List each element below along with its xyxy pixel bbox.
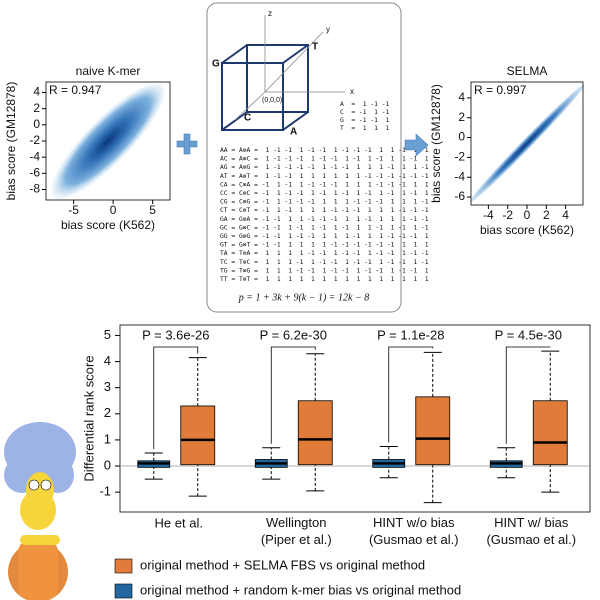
vertex-label: T [312, 42, 318, 53]
p-value: P = 4.5e-30 [495, 327, 562, 342]
legend-swatch [114, 558, 133, 574]
dinucleotide-row: AG = A⊗G = 1 -1 -1 -1 -1 1 -1 -1 1 1 1 -… [220, 164, 429, 171]
y-tick-label: 2 [458, 110, 465, 124]
y-axis-label: Differential rank score [81, 355, 96, 481]
diagram-panel [206, 2, 402, 313]
p-value: P = 3.6e-26 [142, 327, 209, 342]
axis-label: y [326, 25, 330, 34]
formula: p = 1 + 3k + 9(k − 1) = 12k − 8 [238, 292, 369, 303]
encoding-row: A = 1 -1 -1 [340, 101, 389, 108]
box [180, 405, 216, 466]
dinucleotide-row: CT = C⊗T = -1 1 -1 1 1 1 -1 -1 -1 1 1 1 … [220, 207, 429, 214]
p-value: P = 6.2e-30 [260, 327, 327, 342]
encoding: A = 1 -1 -1C = -1 1 -1G = -1 -1 1T = 1 1… [340, 101, 389, 132]
x-tick-label: 4 [562, 208, 569, 222]
x-tick-label: -4 [483, 208, 494, 222]
dinucleotide-row: TA = T⊗A = 1 1 1 1 -1 -1 1 -1 -1 1 -1 -1… [220, 250, 429, 257]
plot-frame [119, 324, 591, 513]
y-axis-label: bias score (GM12878) [429, 84, 443, 203]
y-tick-label: 4 [33, 85, 40, 99]
y-tick-label: 0 [104, 457, 111, 472]
dinucleotide-row: GG = G⊗G = -1 -1 1 -1 -1 1 1 1 -1 1 1 -1… [220, 233, 429, 240]
chart-title: SELMA [507, 64, 548, 78]
box [532, 400, 568, 466]
plus-icon [176, 133, 198, 155]
y-axis-label: bias score (GM12878) [4, 82, 18, 201]
box [297, 400, 333, 466]
p-bracket [388, 346, 434, 443]
dinucleotide-row: GA = G⊗A = -1 -1 1 1 -1 -1 -1 1 1 -1 1 1… [220, 216, 429, 223]
vertex-label: C [244, 113, 251, 124]
x-axis-label: bias score (K562) [61, 218, 155, 232]
density-cloud [51, 83, 165, 199]
encoding-row: G = -1 -1 1 [340, 117, 389, 124]
dinucleotide-row: AC = A⊗C = 1 -1 -1 -1 1 -1 -1 1 -1 1 -1 … [220, 156, 429, 163]
dinucleotide-row: GT = G⊗T = -1 -1 1 1 1 1 -1 -1 -1 -1 -1 … [220, 242, 429, 249]
annotation: R = 0.947 [49, 83, 102, 97]
x-tick-label: HINT w/ bias (Gusmao et al.) [486, 515, 576, 547]
y-tick-label: -2 [29, 133, 40, 147]
y-tick-label: -2 [454, 150, 465, 164]
y-tick-label: 4 [458, 90, 465, 104]
y-tick-label: 0 [33, 117, 40, 131]
y-tick-label: -6 [454, 189, 465, 203]
y-tick-label: 2 [33, 101, 40, 115]
dinucleotide-row: TT = T⊗T = 1 1 1 1 1 1 1 1 1 1 1 1 1 1 1 [220, 276, 429, 283]
x-tick-label: 0 [524, 208, 531, 222]
y-tick-label: -4 [454, 169, 465, 183]
legend-label: original method + SELMA FBS vs original … [140, 557, 425, 572]
y-tick-label: 4 [104, 353, 111, 368]
x-tick-label: -2 [502, 208, 513, 222]
x-tick-label: HINT w/o bias (Gusmao et al.) [369, 515, 459, 547]
chart-title: naive K-mer [76, 64, 141, 78]
x-axis-label: bias score (K562) [480, 223, 574, 237]
dinucleotide-row: CG = C⊗G = -1 1 -1 -1 -1 1 1 1 -1 -1 -1 … [220, 199, 429, 206]
dinucleotide-row: AT = A⊗T = 1 -1 -1 1 1 1 1 1 1 -1 -1 -1 … [220, 173, 429, 180]
y-tick-label: -4 [29, 149, 40, 163]
arrow-icon [404, 133, 429, 157]
vertex-label: A [290, 127, 297, 138]
legend-swatch [114, 583, 133, 599]
dinucleotide-row: CA = C⊗A = -1 1 -1 1 -1 -1 -1 1 1 1 -1 -… [220, 181, 429, 188]
y-tick-label: 5 [104, 327, 111, 342]
legend-label: original method + random k-mer bias vs o… [140, 582, 461, 597]
dinucleotide-row: TC = T⊗C = 1 1 1 -1 1 -1 -1 1 -1 -1 1 -1… [220, 259, 429, 266]
cartoon [4, 422, 76, 600]
y-tick-label: -6 [29, 166, 40, 180]
dinucleotide-row: AA = A⊗A = 1 -1 -1 1 -1 -1 1 -1 -1 -1 1 … [220, 147, 429, 154]
origin-label: (0,0,0) [262, 97, 282, 104]
y-tick-label: -1 [99, 484, 111, 499]
y-tick-label: 3 [104, 379, 111, 394]
annotation: R = 0.997 [474, 83, 527, 97]
y-tick-label: 2 [104, 405, 111, 420]
box [415, 396, 451, 466]
dinucleotide-row: TG = T⊗G = 1 1 1 -1 -1 1 -1 -1 1 -1 -1 1… [220, 267, 429, 274]
axis-label: z [268, 9, 272, 18]
p-value: P = 1.1e-28 [377, 327, 444, 342]
x-tick-label: He et al. [155, 515, 203, 530]
x-tick-label: 2 [543, 208, 550, 222]
p-bracket [270, 346, 316, 444]
x-tick-label: 5 [149, 203, 156, 217]
encoding-row: T = 1 1 1 [340, 125, 389, 132]
vertex-label: G [212, 59, 220, 70]
x-tick-label: 0 [110, 203, 117, 217]
encoding-row: C = -1 1 -1 [340, 109, 389, 116]
axis-label: x [350, 87, 354, 96]
x-tick-label: Wellington (Piper et al.) [261, 515, 332, 547]
y-tick-label: 1 [104, 431, 111, 446]
dinucleotide-row: GC = G⊗C = -1 -1 1 -1 1 -1 1 -1 1 1 -1 1… [220, 224, 429, 231]
p-bracket [505, 346, 551, 444]
y-tick-label: 0 [458, 130, 465, 144]
cube-axes [234, 15, 345, 121]
density-cloud [469, 84, 585, 203]
dinucleotide-row: CC = C⊗C = -1 1 -1 -1 1 -1 1 -1 1 -1 1 -… [220, 190, 429, 197]
y-tick-label: -8 [29, 182, 40, 196]
cube [221, 44, 309, 131]
x-tick-label: -5 [68, 203, 79, 217]
dinucleotide-rows: AA = A⊗A = 1 -1 -1 1 -1 -1 1 -1 -1 -1 1 … [220, 147, 429, 283]
p-bracket [153, 346, 199, 449]
